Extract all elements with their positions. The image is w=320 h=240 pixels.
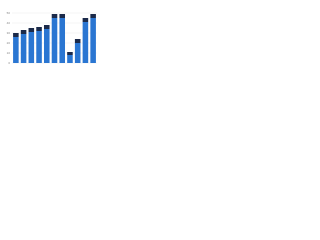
y-tick-label: 10 bbox=[7, 51, 11, 55]
bar-segment bbox=[28, 28, 35, 32]
bar-segment bbox=[51, 14, 58, 18]
bar-segment bbox=[59, 18, 66, 63]
y-tick-label: 50 bbox=[7, 11, 11, 15]
bar-segment bbox=[36, 27, 42, 31]
bar-segment bbox=[59, 14, 66, 18]
bar-segment bbox=[28, 32, 35, 63]
y-tick-label: 30 bbox=[7, 31, 11, 35]
bar-segment bbox=[82, 18, 89, 22]
bar-segment bbox=[90, 18, 96, 63]
bar-segment bbox=[74, 43, 81, 63]
bar-segment bbox=[43, 29, 50, 63]
bar-segment bbox=[20, 30, 27, 34]
bar-segment bbox=[74, 39, 81, 43]
y-tick-label: 20 bbox=[7, 41, 11, 45]
chart: 0 10 20 30 40 50 bbox=[7, 11, 97, 65]
bar-segment bbox=[67, 55, 73, 63]
y-tick-label: 40 bbox=[7, 21, 11, 25]
bar-segment bbox=[36, 31, 42, 63]
bar-segment bbox=[13, 33, 19, 37]
bar-segment bbox=[82, 22, 89, 63]
bar-segment bbox=[90, 14, 96, 18]
bar-segment bbox=[43, 25, 50, 29]
y-tick-label: 0 bbox=[8, 61, 10, 65]
bar-segment bbox=[51, 18, 58, 63]
bar-segment bbox=[20, 34, 27, 63]
bar-segment bbox=[13, 37, 19, 63]
bar-segment bbox=[67, 52, 73, 55]
